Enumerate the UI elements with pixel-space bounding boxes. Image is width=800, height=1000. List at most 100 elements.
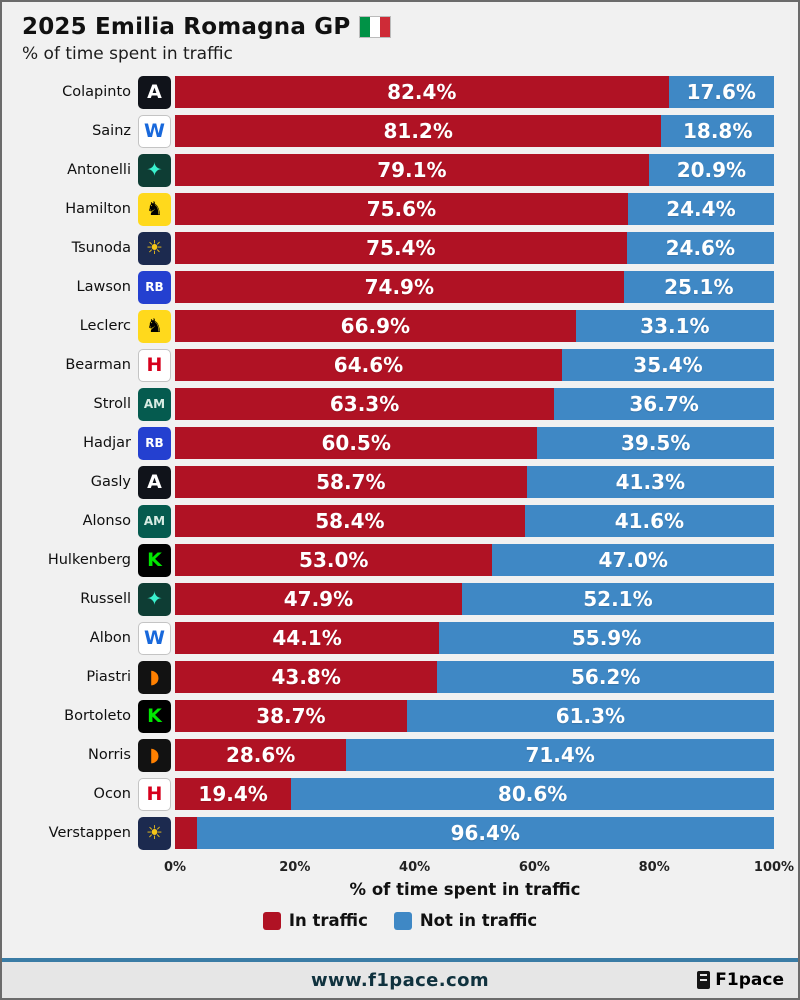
segment-value-label: 71.4% [525,743,595,767]
stacked-bar: 19.4% 80.6% [175,778,774,810]
segment-value-label: 18.8% [682,119,753,143]
segment-value-label: 64.6% [333,353,404,377]
ferrari-team-logo-icon: ♞ [138,192,171,226]
alpine-team-logo-icon: A [138,465,171,499]
segment-value-label: 43.8% [271,665,341,689]
driver-name: Bortoleto [64,708,131,724]
legend-label: Not in traffic [419,911,538,930]
in-traffic-segment: 66.9% [175,310,576,342]
stacked-bar: 43.8% 56.2% [175,661,774,693]
not-in-traffic-segment: 24.4% [627,193,774,225]
in-traffic-segment: 63.3% [175,388,555,420]
table-row: Colapinto A 82.4% 17.6% [22,75,774,109]
sauber-team-logo-icon: K [138,699,171,733]
segment-value-label: 80.6% [497,782,568,806]
table-row: Gasly A 58.7% 41.3% [22,465,774,499]
x-tick-label: 60% [518,860,550,875]
in-traffic-segment: 60.5% [175,427,538,459]
website-link[interactable]: www.f1pace.com [310,969,490,991]
stacked-bar: 44.1% 55.9% [175,622,774,654]
x-tick-label: 80% [638,860,670,875]
in-traffic-segment: 28.6% [175,739,347,771]
x-axis: 0% 20% 40% 60% 80% 100% [2,856,798,878]
segment-value-label: 81.2% [383,119,453,143]
stacked-bar: 38.7% 61.3% [175,700,774,732]
stacked-bar: 58.7% 41.3% [175,466,774,498]
segment-value-label: 75.6% [366,197,437,221]
driver-name: Lawson [76,279,131,295]
segment-value-label: 19.4% [198,782,268,806]
in-traffic-segment: 74.9% [175,271,624,303]
table-row: Hadjar RB 60.5% 39.5% [22,426,774,460]
driver-name: Sainz [92,123,131,139]
stacked-bar: 82.4% 17.6% [175,76,774,108]
segment-value-label: 47.9% [283,587,354,611]
segment-value-label: 56.2% [570,665,641,689]
table-row: Piastri ◗ 43.8% 56.2% [22,660,774,694]
williams-team-logo-icon: W [138,621,171,655]
table-row: Tsunoda ☀ 75.4% 24.6% [22,231,774,265]
stacked-bar: 75.6% 24.4% [175,193,774,225]
segment-value-label: 52.1% [583,587,653,611]
table-row: Bortoleto K 38.7% 61.3% [22,699,774,733]
not-in-traffic-segment: 17.6% [668,76,774,108]
segment-value-label: 20.9% [676,158,747,182]
not-in-traffic-segment: 61.3% [406,700,774,732]
haas-team-logo-icon: H [138,777,171,811]
redbull-team-logo-icon: ☀ [138,231,171,265]
driver-name: Leclerc [79,318,131,334]
in-traffic-segment: 79.1% [175,154,649,186]
not-in-traffic-swatch-icon [393,911,412,930]
segment-value-label: 96.4% [450,821,520,845]
segment-value-label: 61.3% [555,704,626,728]
in-traffic-segment: 64.6% [175,349,562,381]
table-row: Bearman H 64.6% 35.4% [22,348,774,382]
segment-value-label: 36.7% [629,392,699,416]
segment-value-label: 41.6% [614,509,685,533]
in-traffic-swatch-icon [262,911,281,930]
stacked-bar: 63.3% 36.7% [175,388,774,420]
driver-name: Bearman [65,357,131,373]
driver-name: Albon [89,630,131,646]
mercedes-team-logo-icon: ✦ [138,582,171,616]
segment-value-label: 55.9% [571,626,642,650]
stacked-bar: 64.6% 35.4% [175,349,774,381]
in-traffic-segment: 19.4% [175,778,292,810]
not-in-traffic-segment: 35.4% [561,349,774,381]
not-in-traffic-segment: 47.0% [492,544,774,576]
x-tick-label: 0% [163,860,187,875]
segment-value-label: 24.6% [665,236,736,260]
in-traffic-segment: 58.7% [175,466,527,498]
not-in-traffic-segment: 52.1% [461,583,774,615]
segment-value-label: 41.3% [615,470,685,494]
racingbulls-team-logo-icon: RB [138,270,171,304]
segment-value-label: 75.4% [366,236,436,260]
stacked-bar: 74.9% 25.1% [175,271,774,303]
stacked-bar: 96.4% [175,817,774,849]
driver-name: Ocon [93,786,131,802]
astonmartin-team-logo-icon: AM [138,504,171,538]
in-traffic-segment: 75.6% [175,193,628,225]
mercedes-team-logo-icon: ✦ [138,153,171,187]
stacked-bar: 75.4% 24.6% [175,232,774,264]
segment-value-label: 53.0% [299,548,369,572]
page-title: 2025 Emilia Romagna GP [22,14,351,40]
not-in-traffic-segment: 39.5% [537,427,774,459]
in-traffic-segment [175,817,197,849]
bar-chart: Colapinto A 82.4% 17.6% Sainz W 81.2% 18.8% Anto… [2,68,798,850]
segment-value-label: 82.4% [387,80,457,104]
in-traffic-segment: 44.1% [175,622,440,654]
table-row: Lawson RB 74.9% 25.1% [22,270,774,304]
not-in-traffic-segment: 80.6% [291,778,774,810]
legend-item-in-traffic: In traffic [262,911,368,930]
in-traffic-segment: 38.7% [175,700,407,732]
table-row: Albon W 44.1% 55.9% [22,621,774,655]
segment-value-label: 58.4% [315,509,385,533]
driver-name: Antonelli [67,162,131,178]
in-traffic-segment: 58.4% [175,505,525,537]
in-traffic-segment: 53.0% [175,544,493,576]
in-traffic-segment: 75.4% [175,232,627,264]
driver-name: Verstappen [48,825,131,841]
in-traffic-segment: 82.4% [175,76,669,108]
f1pace-logo-text: F1pace [715,970,784,990]
